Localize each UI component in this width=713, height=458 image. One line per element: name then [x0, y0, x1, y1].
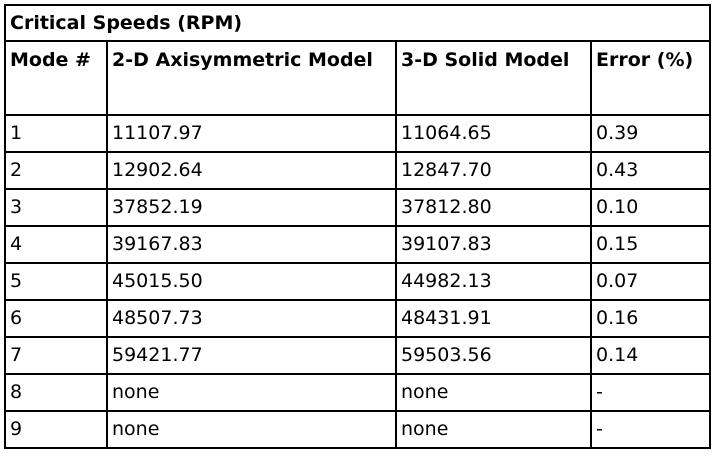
table-row: 5 45015.50 44982.13 0.07 [4, 262, 712, 301]
cell-2d-speed: 37852.19 [106, 188, 397, 227]
cell-error: - [589, 373, 712, 412]
cell-2d-speed: 48507.73 [106, 299, 397, 338]
table-row: 8 none none - [4, 373, 712, 412]
table-row: 4 39167.83 39107.83 0.15 [4, 225, 712, 264]
cell-3d-speed: none [395, 373, 592, 412]
cell-3d-speed: 39107.83 [395, 225, 592, 264]
cell-error: 0.43 [589, 151, 712, 190]
cell-3d-speed: 12847.70 [395, 151, 592, 190]
cell-error: - [589, 410, 712, 449]
cell-3d-speed: 11064.65 [395, 114, 592, 153]
table-row: 1 11107.97 11064.65 0.39 [4, 114, 712, 153]
cell-2d-speed: 39167.83 [106, 225, 397, 264]
title-row: Critical Speeds (RPM) [3, 4, 712, 42]
cell-3d-speed: 44982.13 [395, 262, 592, 301]
cell-error: 0.14 [589, 336, 712, 375]
critical-speeds-table: Critical Speeds (RPM) Mode # 2-D Axisymm… [3, 4, 712, 449]
cell-mode: 6 [4, 299, 108, 338]
cell-2d-speed: 12902.64 [106, 151, 397, 190]
cell-3d-speed: 59503.56 [395, 336, 592, 375]
cell-mode: 1 [4, 114, 108, 153]
cell-3d-speed: 37812.80 [395, 188, 592, 227]
cell-mode: 9 [4, 410, 108, 449]
cell-3d-speed: none [395, 410, 592, 449]
cell-mode: 4 [4, 225, 108, 264]
cell-mode: 2 [4, 151, 108, 190]
table-row: 7 59421.77 59503.56 0.14 [4, 336, 712, 375]
table-row: 6 48507.73 48431.91 0.16 [4, 299, 712, 338]
header-error: Error (%) [589, 40, 712, 116]
cell-2d-speed: none [106, 373, 397, 412]
cell-mode: 5 [4, 262, 108, 301]
table-row: 2 12902.64 12847.70 0.43 [4, 151, 712, 190]
cell-mode: 7 [4, 336, 108, 375]
table-row: 3 37852.19 37812.80 0.10 [4, 188, 712, 227]
header-row: Mode # 2-D Axisymmetric Model 3-D Solid … [4, 40, 712, 116]
cell-error: 0.10 [589, 188, 712, 227]
cell-2d-speed: none [106, 410, 397, 449]
cell-error: 0.16 [589, 299, 712, 338]
cell-error: 0.39 [589, 114, 712, 153]
cell-2d-speed: 45015.50 [106, 262, 397, 301]
header-3d-model: 3-D Solid Model [395, 40, 592, 116]
cell-2d-speed: 11107.97 [106, 114, 397, 153]
table-row: 9 none none - [4, 410, 712, 449]
cell-2d-speed: 59421.77 [106, 336, 397, 375]
cell-mode: 3 [4, 188, 108, 227]
header-2d-model: 2-D Axisymmetric Model [106, 40, 397, 116]
cell-error: 0.07 [589, 262, 712, 301]
cell-mode: 8 [4, 373, 108, 412]
cell-3d-speed: 48431.91 [395, 299, 592, 338]
header-mode: Mode # [4, 40, 108, 116]
table-title: Critical Speeds (RPM) [3, 4, 712, 42]
cell-error: 0.15 [589, 225, 712, 264]
